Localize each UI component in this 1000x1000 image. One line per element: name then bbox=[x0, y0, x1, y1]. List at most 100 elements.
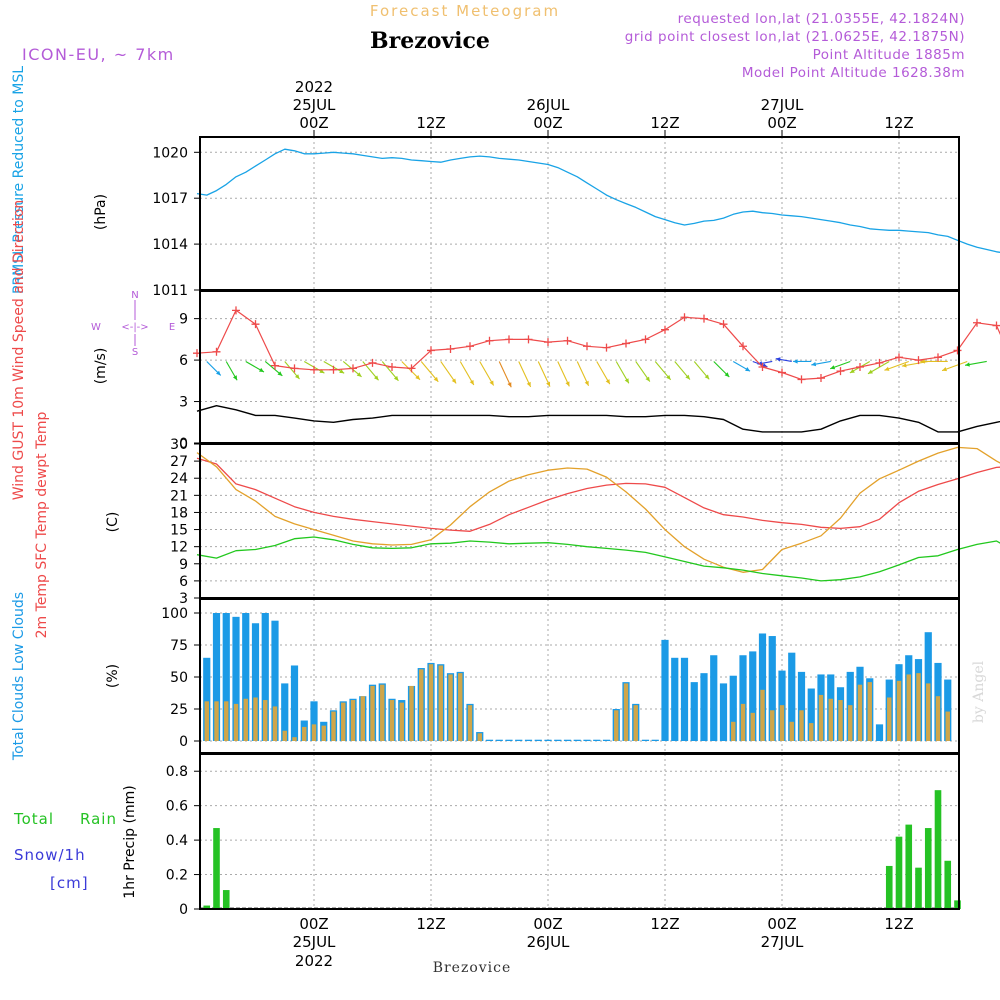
y-tick-label: 1011 bbox=[152, 283, 188, 299]
gust-marker bbox=[544, 338, 552, 347]
pressure-title-line1: PRMSL Pressure Reduced to MSL bbox=[11, 66, 27, 294]
low-cloud-bar bbox=[263, 700, 268, 741]
low-cloud-bar bbox=[380, 684, 385, 741]
gust-marker bbox=[349, 364, 357, 373]
low-cloud-bar bbox=[731, 721, 736, 741]
low-cloud-bar bbox=[341, 702, 346, 741]
low-cloud-bar bbox=[789, 721, 794, 741]
wind-arrow-head bbox=[319, 368, 325, 374]
y-tick-label: 21 bbox=[170, 488, 188, 504]
gust-marker bbox=[485, 336, 494, 345]
total-cloud-bar bbox=[524, 739, 533, 741]
gust-marker bbox=[466, 342, 474, 351]
total-cloud-bar bbox=[807, 688, 815, 741]
model-label: ICON-EU, ~ 7km bbox=[22, 45, 175, 64]
wind-arrow-head bbox=[546, 381, 551, 387]
low-cloud-bar bbox=[770, 710, 775, 741]
wind-arrow-head bbox=[526, 381, 531, 387]
total-cloud-bar bbox=[290, 665, 299, 741]
wind-speed-line bbox=[196, 405, 1000, 433]
y-tick-label: 0.8 bbox=[166, 764, 188, 780]
wind-arrow-head bbox=[507, 382, 512, 388]
y-tick-label: 0 bbox=[179, 436, 188, 452]
wind-arrow-head bbox=[867, 369, 873, 374]
requested-coords: requested lon,lat (21.0355E, 42.1824N) bbox=[678, 11, 965, 27]
gust-marker bbox=[310, 365, 318, 374]
precip-snow-label: Snow/1h bbox=[14, 846, 86, 864]
y-tick-label: 1014 bbox=[152, 237, 188, 253]
wind-arrow-head bbox=[216, 370, 221, 376]
y-tick-label: 1020 bbox=[152, 145, 188, 161]
total-cloud-bar bbox=[729, 675, 737, 741]
total-cloud-bar bbox=[651, 739, 659, 741]
low-cloud-bar bbox=[935, 696, 941, 741]
temp-ylabel: (C) bbox=[105, 512, 121, 533]
top-tick-label: 12Z bbox=[650, 114, 679, 132]
gridpoint-coords: grid point closest lon,lat (21.0625E, 42… bbox=[625, 29, 965, 45]
low-cloud-bar bbox=[633, 705, 638, 741]
rain-bar bbox=[934, 790, 942, 909]
total-cloud-bar bbox=[563, 739, 572, 741]
rain-bar bbox=[222, 890, 230, 909]
top-day-label: 25JUL bbox=[293, 96, 336, 114]
bottom-day-label: 27JUL bbox=[761, 933, 804, 951]
compass-s: S bbox=[132, 347, 138, 358]
total-cloud-bar bbox=[710, 655, 718, 741]
wind-arrow bbox=[557, 361, 570, 387]
total-cloud-bar bbox=[544, 739, 552, 741]
gust-marker bbox=[856, 363, 864, 371]
low-cloud-bar bbox=[409, 685, 414, 741]
wind-arrow-head bbox=[724, 372, 730, 378]
wind-arrow bbox=[459, 361, 475, 386]
top-day-label: 27JUL bbox=[761, 96, 804, 114]
bottom-day-label: 26JUL bbox=[527, 933, 570, 951]
pressure-title: PRMSL Pressure Reduced to MSL bbox=[11, 66, 27, 294]
wind-arrow-head bbox=[884, 366, 890, 371]
top-tick-label: 12Z bbox=[884, 114, 913, 132]
low-cloud-bar bbox=[389, 700, 395, 741]
total-cloud-bar bbox=[583, 739, 591, 741]
y-tick-label: 15 bbox=[170, 523, 188, 539]
low-cloud-bar bbox=[809, 723, 814, 741]
y-tick-label: 1017 bbox=[152, 191, 188, 207]
low-cloud-bar bbox=[779, 705, 785, 741]
wind-arrow-head bbox=[942, 367, 948, 372]
bottom-tick-label: 00Z bbox=[767, 915, 796, 933]
wind-arrow-head bbox=[373, 375, 379, 381]
location-title: Brezovice bbox=[370, 28, 490, 54]
gust-marker bbox=[758, 363, 767, 371]
low-cloud-bar bbox=[614, 710, 619, 741]
gust-marker bbox=[914, 356, 923, 365]
temp-sfc-line bbox=[196, 446, 1000, 573]
total-cloud-bar bbox=[680, 657, 689, 741]
low-cloud-bar bbox=[828, 698, 833, 741]
rain-bar bbox=[895, 836, 903, 909]
low-cloud-bar bbox=[838, 700, 843, 741]
low-cloud-bar bbox=[848, 705, 853, 741]
low-cloud-bar bbox=[448, 674, 453, 741]
rain-bar bbox=[915, 867, 922, 909]
compass-mid: <-|-> bbox=[121, 322, 148, 333]
bottom-tick-label: 00Z bbox=[299, 915, 328, 933]
total-cloud-bar bbox=[271, 620, 279, 741]
y-tick-label: 0.4 bbox=[166, 833, 188, 849]
wind-arrow-head bbox=[277, 371, 283, 376]
low-cloud-bar bbox=[224, 701, 229, 741]
wind-arrow-head bbox=[232, 375, 238, 381]
low-cloud-bar bbox=[214, 701, 219, 741]
y-tick-label: 0 bbox=[179, 734, 188, 750]
wind-arrow bbox=[479, 361, 495, 386]
gust-marker bbox=[271, 361, 279, 370]
wind-arrow-head bbox=[685, 374, 690, 380]
total-cloud-bar bbox=[310, 701, 318, 741]
y-tick-label: 50 bbox=[170, 670, 188, 686]
low-cloud-bar bbox=[204, 701, 209, 741]
total-cloud-bar bbox=[505, 739, 513, 741]
total-cloud-bar bbox=[739, 655, 747, 741]
wind-arrow-head bbox=[901, 363, 907, 368]
wind-arrow-head bbox=[489, 380, 494, 386]
low-cloud-bar bbox=[477, 733, 482, 741]
wind-arrow-head bbox=[258, 367, 264, 372]
y-tick-label: 75 bbox=[170, 638, 188, 654]
precip-ylabel: 1hr Precip (mm) bbox=[122, 785, 138, 898]
